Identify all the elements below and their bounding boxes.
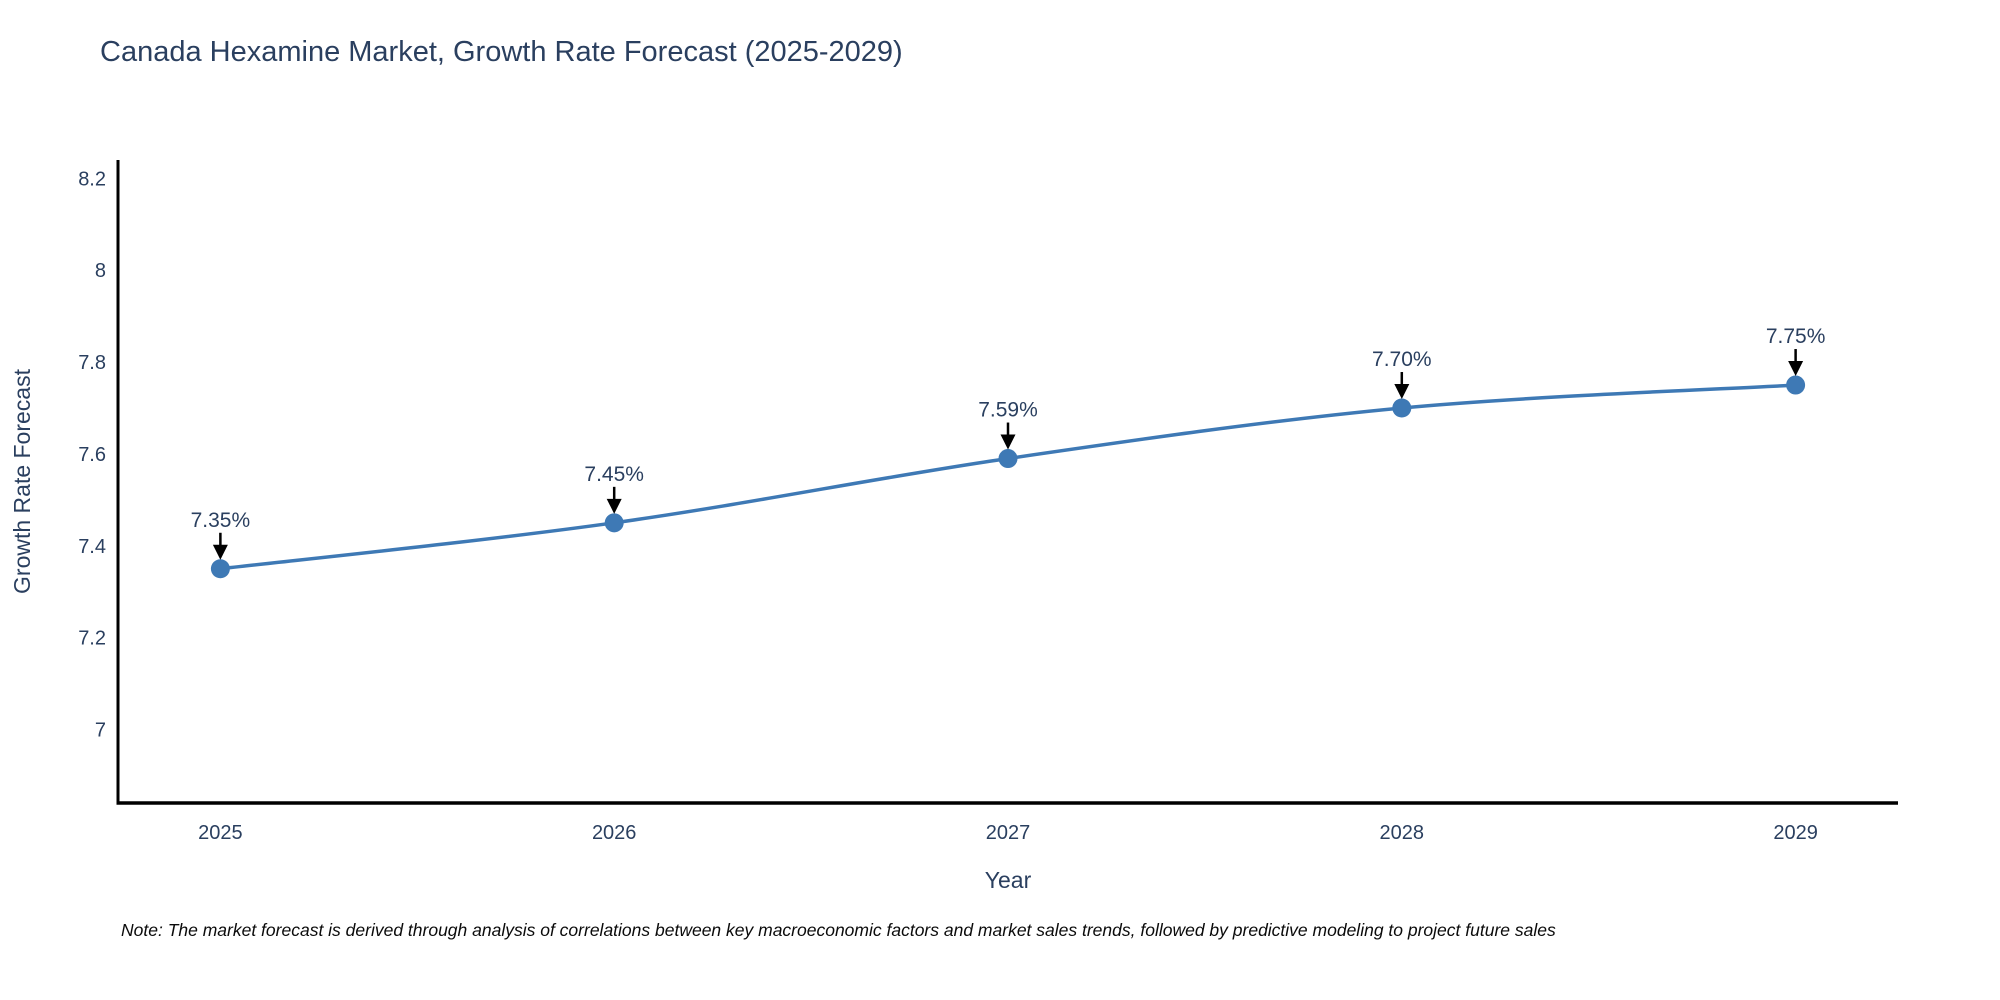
data-point-label: 7.59% — [978, 399, 1038, 422]
annotation-arrowhead — [212, 544, 228, 560]
data-point-marker[interactable] — [1786, 375, 1806, 395]
y-tick-label: 8 — [95, 260, 106, 282]
data-point-marker[interactable] — [1392, 398, 1412, 418]
annotation-arrowhead — [1000, 434, 1016, 450]
annotation-arrowhead — [606, 498, 622, 514]
y-tick-label: 7.6 — [78, 444, 106, 466]
y-tick-label: 7.4 — [78, 536, 106, 558]
x-tick-label: 2025 — [198, 822, 243, 844]
data-point-label: 7.75% — [1766, 325, 1826, 348]
footnote: Note: The market forecast is derived thr… — [121, 920, 1556, 940]
annotation-arrowhead — [1394, 384, 1410, 400]
data-point-label: 7.70% — [1372, 348, 1432, 371]
data-point-marker[interactable] — [210, 559, 230, 579]
x-tick-label: 2029 — [1773, 822, 1818, 844]
y-tick-label: 7 — [95, 720, 106, 742]
data-point-marker[interactable] — [604, 513, 624, 533]
annotation-arrowhead — [1788, 361, 1804, 377]
x-tick-label: 2027 — [986, 822, 1031, 844]
y-tick-label: 8.2 — [78, 168, 106, 190]
data-point-label: 7.35% — [191, 509, 251, 532]
x-axis-title: Year — [985, 867, 1032, 893]
x-tick-label: 2026 — [592, 822, 637, 844]
y-tick-label: 7.2 — [78, 628, 106, 650]
y-axis-title: Growth Rate Forecast — [9, 368, 35, 594]
chart-title: Canada Hexamine Market, Growth Rate Fore… — [100, 36, 903, 68]
x-tick-label: 2028 — [1380, 822, 1425, 844]
data-point-label: 7.45% — [584, 463, 644, 486]
data-point-marker[interactable] — [998, 449, 1018, 469]
y-tick-label: 7.8 — [78, 352, 106, 374]
